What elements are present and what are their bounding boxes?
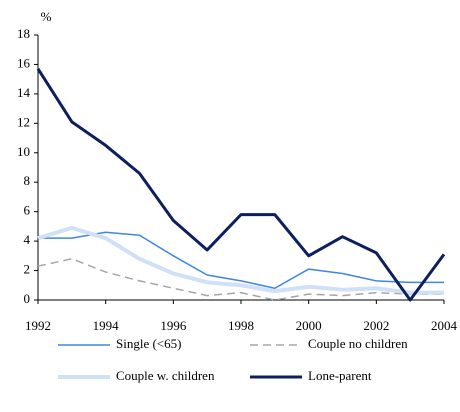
x-tick-label: 2000 <box>296 318 322 333</box>
y-axis-label: % <box>41 9 52 24</box>
line <box>37 258 444 301</box>
x-tick-label: 1996 <box>160 318 187 333</box>
y-tick-label: 16 <box>17 55 31 70</box>
y-tick-label: 14 <box>17 85 31 100</box>
legend-label: Lone-parent <box>308 368 372 383</box>
y-tick-label: 6 <box>24 203 31 218</box>
x-tick-label: 2004 <box>431 318 458 333</box>
x-tick-label: 2002 <box>363 318 389 333</box>
legend-label: Single (<65) <box>116 336 181 351</box>
line <box>37 225 444 295</box>
x-tick-label: 1998 <box>228 318 254 333</box>
y-tick-label: 8 <box>24 173 31 188</box>
line <box>36 68 446 302</box>
y-tick-label: 18 <box>17 26 30 41</box>
y-tick-label: 0 <box>24 291 31 306</box>
y-tick-label: 4 <box>24 232 31 247</box>
x-tick-label: 1994 <box>93 318 120 333</box>
y-tick-label: 10 <box>17 144 30 159</box>
legend-label: Couple w. children <box>116 368 215 383</box>
y-tick-label: 2 <box>24 262 31 277</box>
line <box>38 231 444 289</box>
legend-label: Couple no children <box>308 336 408 351</box>
x-tick-label: 1992 <box>25 318 51 333</box>
y-tick-label: 12 <box>17 114 30 129</box>
